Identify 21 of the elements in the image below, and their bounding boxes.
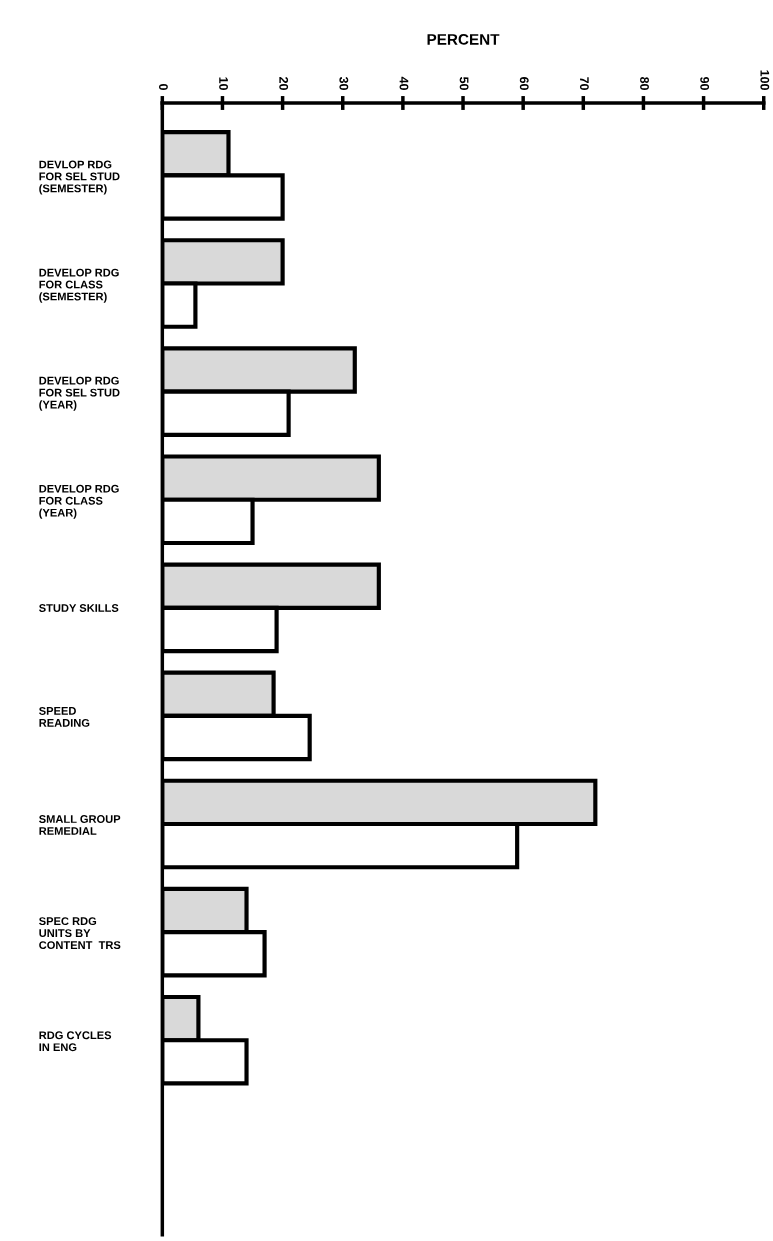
y-tick-label: DEVELOP RDG FOR CLASS (SEMESTER) xyxy=(39,268,119,303)
y-tick-label: SMALL GROUP REMEDIAL xyxy=(39,815,121,835)
x-tick-label: 90 xyxy=(700,77,710,90)
y-tick-label: DEVELOP RDG FOR CLASS (YEAR) xyxy=(39,484,119,519)
x-axis-title: PERCENT xyxy=(427,33,500,45)
y-tick-label: STUDY SKILLS xyxy=(39,604,119,612)
y-tick-label: DEVLOP RDG FOR SEL STUD (SEMESTER) xyxy=(39,160,120,195)
x-tick-label: 70 xyxy=(579,77,589,90)
x-tick-label: 60 xyxy=(519,77,529,90)
y-tick-label: SPEC RDG UNITS BY CONTENT TRS xyxy=(39,917,121,950)
x-tick-label: 80 xyxy=(640,77,649,90)
y-tick-label: SPEED READING xyxy=(39,707,90,727)
x-tick-label: 100 xyxy=(760,70,770,90)
x-tick-label: 50 xyxy=(459,76,469,90)
x-tick-label: 40 xyxy=(399,76,409,90)
x-tick-label: 0 xyxy=(158,84,168,90)
y-tick-label: DEVELOP RDG FOR SEL STUD (YEAR) xyxy=(39,376,120,411)
x-tick-label: 30 xyxy=(339,76,349,90)
y-tick-label: RDG CYCLES IN ENG xyxy=(39,1031,112,1052)
x-tick-label: 10 xyxy=(219,77,228,90)
x-tick-label: 20 xyxy=(279,77,289,90)
